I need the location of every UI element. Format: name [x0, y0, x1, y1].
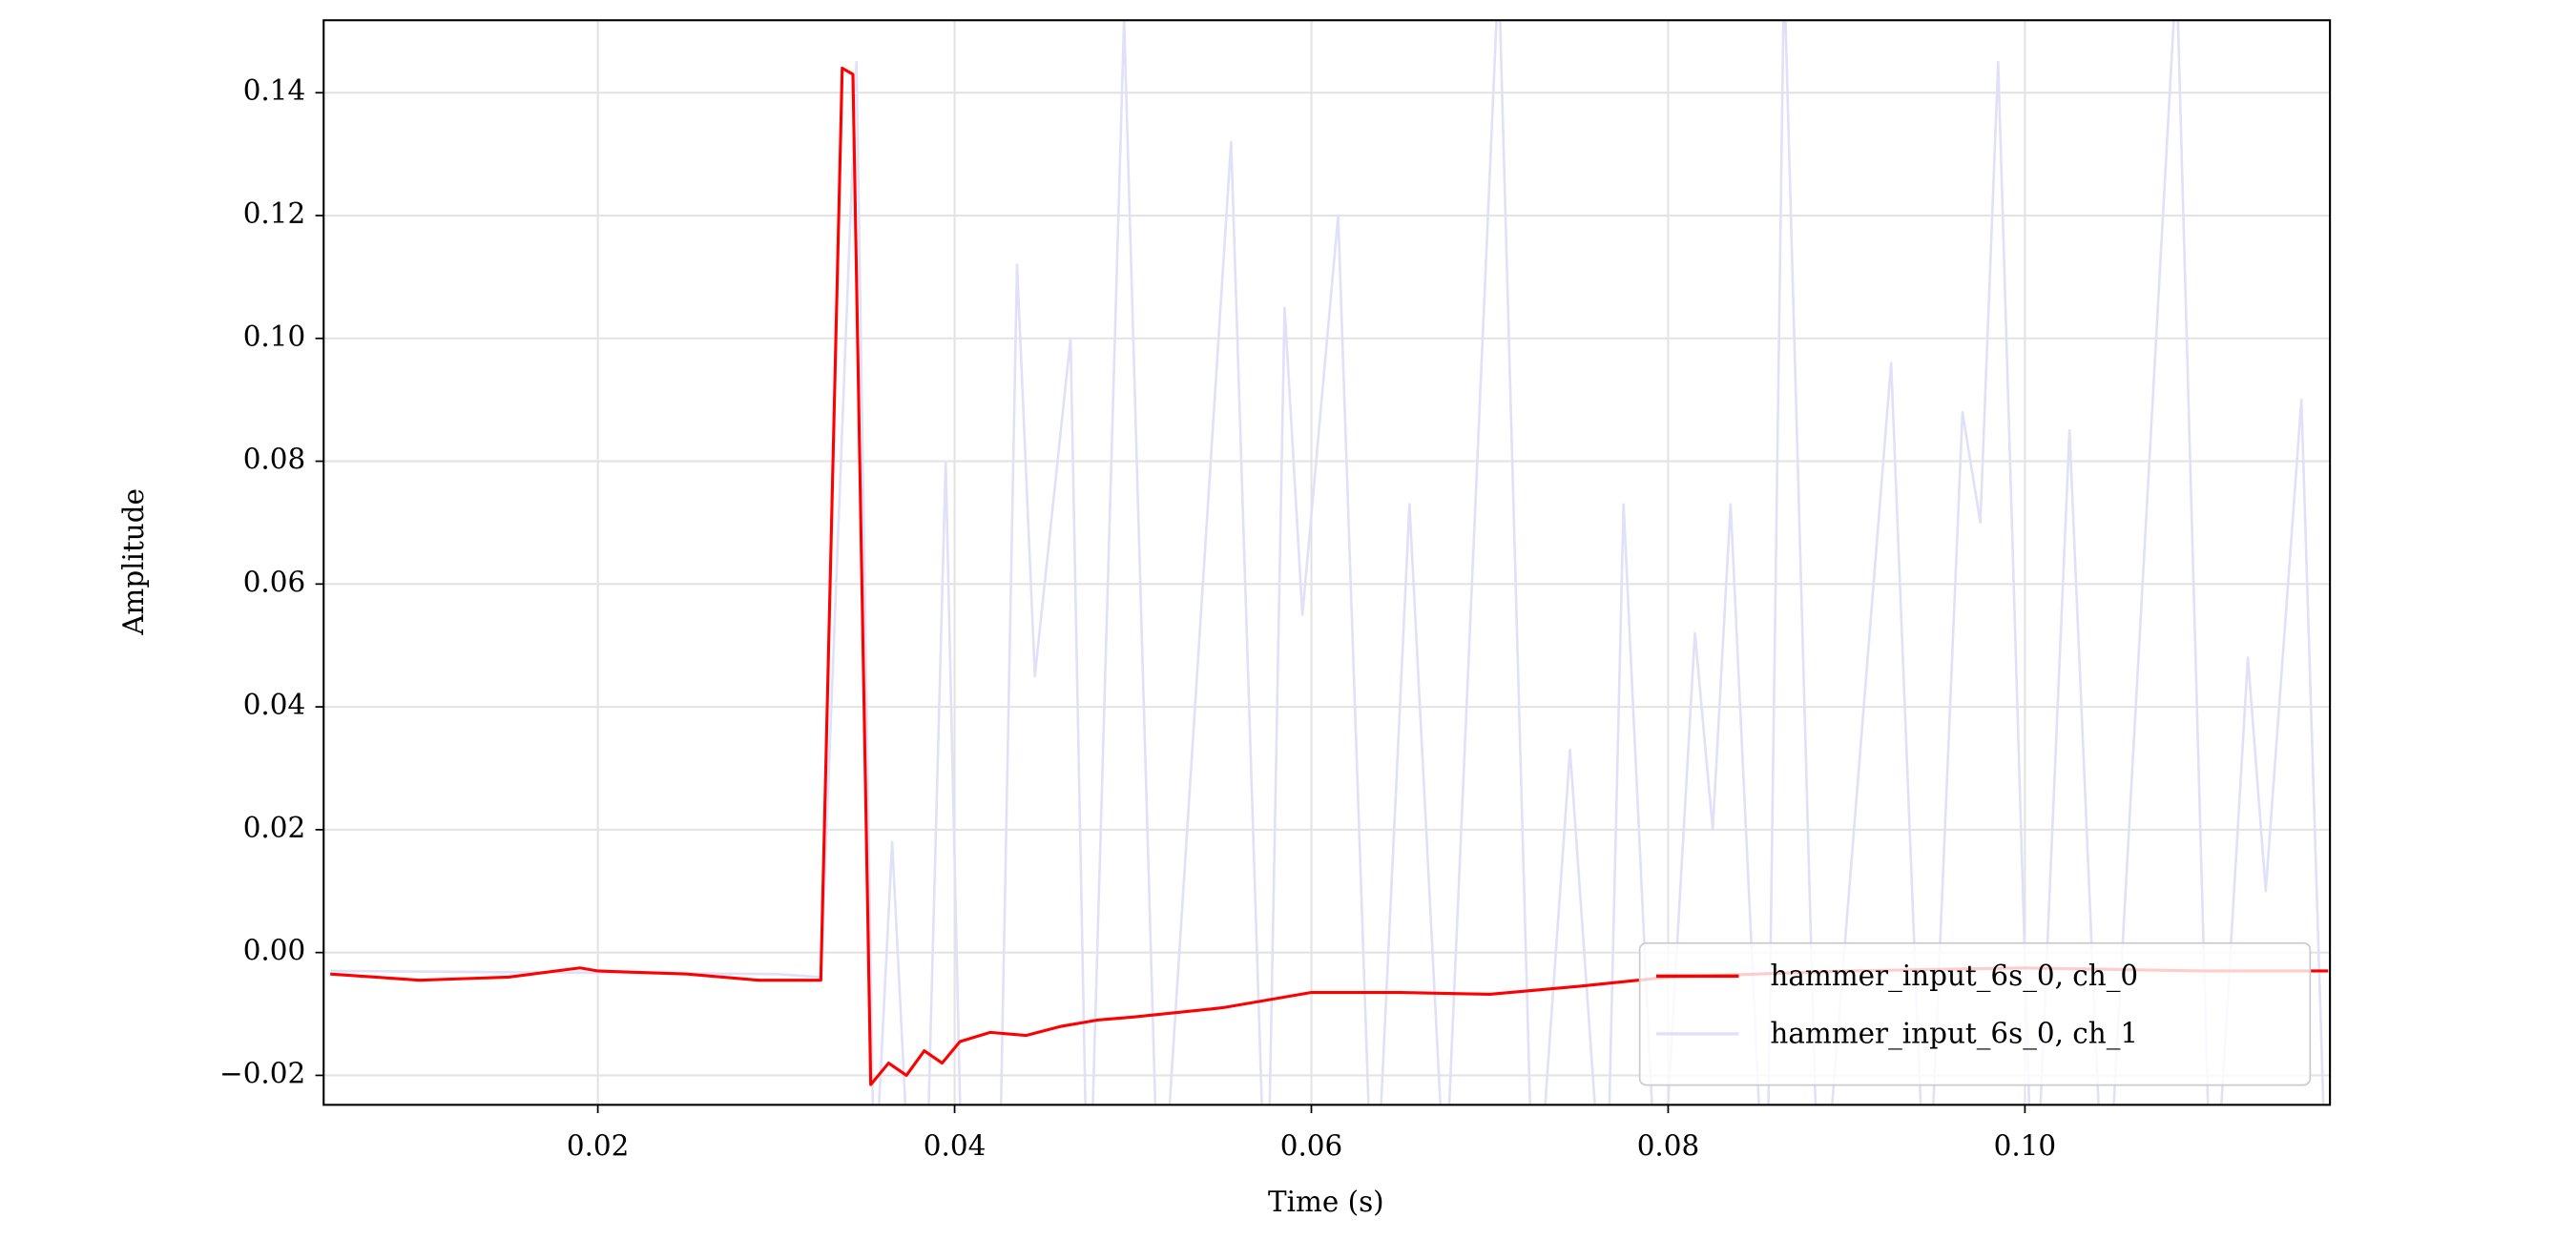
- y-tick-label: 0.04: [243, 689, 305, 721]
- y-axis-label: Amplitude: [117, 488, 150, 636]
- legend-label: hammer_input_6s_0, ch_1: [1770, 1018, 2138, 1051]
- y-tick-label: −0.02: [219, 1057, 305, 1089]
- series-line: [330, 66, 2329, 1086]
- series-line: [330, 20, 2325, 1105]
- grid: [323, 20, 2331, 1105]
- legend-label: hammer_input_6s_0, ch_0: [1770, 960, 2138, 993]
- x-tick-label: 0.08: [1637, 1129, 1699, 1162]
- legend-box: [1638, 941, 2312, 1086]
- y-tick-label: 0.08: [243, 444, 305, 476]
- y-tick-label: 0.06: [243, 566, 305, 598]
- ticks: 0.02 0.04 0.06 0.08 0.10 −0.02 0.00 0.02 0.04 0.0…: [219, 74, 2056, 1162]
- y-tick-label: 0.14: [243, 74, 305, 107]
- x-tick-label: 0.10: [1994, 1129, 2056, 1162]
- x-tick-label: 0.02: [567, 1129, 629, 1162]
- axes-frame: [322, 19, 2332, 1106]
- y-tick-label: 0.10: [243, 320, 305, 353]
- x-tick-label: 0.06: [1280, 1129, 1342, 1162]
- y-tick-label: 0.00: [243, 935, 305, 967]
- plot-area: [330, 20, 2329, 1105]
- x-axis-label: Time (s): [1268, 1186, 1384, 1218]
- legend: hammer_input_6s_0, ch_0 hammer_input_6s_0…: [1638, 941, 2312, 1086]
- y-tick-label: 0.12: [243, 197, 305, 230]
- y-tick-label: 0.02: [243, 812, 305, 844]
- x-tick-label: 0.04: [924, 1129, 986, 1162]
